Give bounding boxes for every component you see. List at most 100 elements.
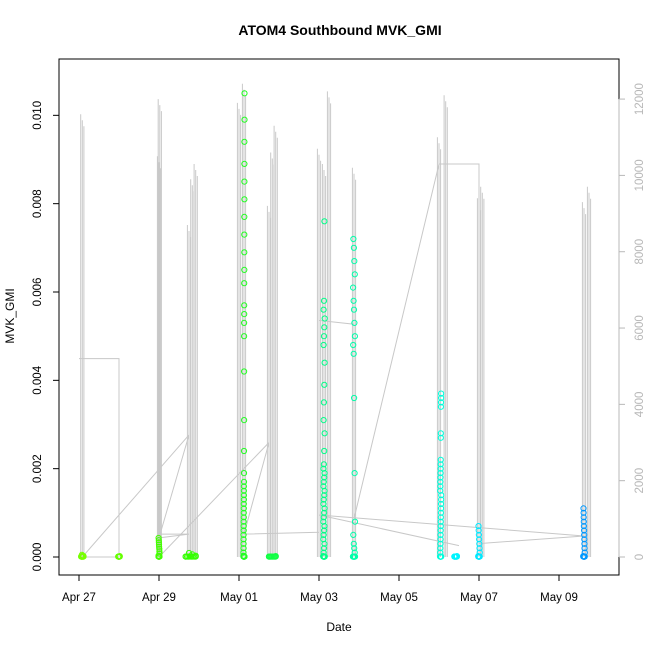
- data-point: [241, 417, 248, 424]
- data-point: [241, 249, 248, 256]
- data-point: [240, 492, 247, 499]
- data-point: [241, 302, 248, 309]
- data-point: [437, 527, 444, 534]
- data-point: [240, 518, 247, 525]
- data-point: [580, 514, 587, 521]
- data-point: [240, 545, 247, 552]
- data-point: [192, 553, 199, 560]
- data-point: [580, 518, 587, 525]
- data-point: [350, 297, 357, 304]
- data-point: [156, 550, 163, 557]
- data-point: [476, 545, 483, 552]
- data-point: [350, 284, 357, 291]
- data-point: [438, 496, 445, 503]
- data-point: [241, 333, 248, 340]
- data-point: [437, 509, 444, 516]
- data-point: [321, 487, 328, 494]
- data-point: [320, 306, 327, 313]
- data-point: [156, 545, 163, 553]
- data-point: [320, 545, 328, 552]
- data-point: [438, 553, 445, 560]
- data-point: [437, 399, 445, 406]
- y-axis-left: 0.000 0.002 0.004 0.006 0.008 0.010: [32, 101, 60, 572]
- data-point: [321, 218, 328, 225]
- data-point: [351, 258, 358, 265]
- data-point: [320, 483, 327, 490]
- data-point: [155, 539, 162, 546]
- data-point: [580, 505, 587, 512]
- data-point: [240, 447, 248, 455]
- data-point: [475, 527, 482, 534]
- data-point: [437, 523, 444, 530]
- data-point: [320, 461, 327, 468]
- data-point: [321, 324, 328, 331]
- x-tick-label: Apr 29: [142, 592, 176, 604]
- data-point: [350, 235, 357, 243]
- data-point: [476, 553, 483, 560]
- data-point: [437, 434, 444, 441]
- data-point: [321, 540, 328, 547]
- data-point: [240, 470, 248, 477]
- data-point: [437, 461, 444, 468]
- data-point: [580, 523, 588, 530]
- y2-tick-label: 8000: [634, 239, 646, 265]
- y-tick-label: 0.000: [32, 543, 44, 572]
- data-point: [581, 549, 588, 556]
- data-point: [241, 311, 248, 318]
- y2-tick-label: 4000: [634, 392, 646, 418]
- series-cluster: [349, 235, 359, 560]
- series-cluster: [155, 534, 163, 560]
- data-point: [156, 553, 163, 560]
- data-point: [116, 553, 123, 560]
- data-point: [437, 518, 444, 525]
- data-point: [475, 523, 482, 530]
- data-point: [438, 492, 445, 499]
- data-point: [240, 509, 247, 516]
- series-cluster: [451, 553, 460, 560]
- data-point: [437, 545, 444, 552]
- series-cluster: [78, 551, 87, 560]
- y2-tick-label: 6000: [634, 315, 646, 341]
- data-point: [320, 496, 327, 503]
- data-point: [240, 478, 248, 485]
- data-point: [476, 549, 483, 556]
- data-point: [320, 399, 327, 406]
- data-point: [240, 536, 247, 543]
- data-point: [320, 500, 327, 508]
- data-point: [240, 487, 247, 494]
- x-tick-label: May 05: [380, 592, 418, 604]
- data-point: [437, 540, 444, 547]
- data-point: [272, 553, 279, 560]
- y-tick-label: 0.008: [32, 189, 44, 218]
- data-point: [475, 531, 482, 539]
- data-point: [320, 531, 327, 539]
- x-tick-label: May 03: [300, 592, 338, 604]
- data-point: [240, 527, 247, 534]
- x-tick-label: May 01: [220, 592, 258, 604]
- data-point: [321, 315, 328, 322]
- data-point: [581, 536, 588, 543]
- data-point: [437, 531, 444, 539]
- trace-layer: [79, 83, 592, 559]
- data-point: [351, 553, 359, 560]
- data-point: [350, 306, 358, 313]
- data-point: [321, 430, 328, 437]
- data-point: [241, 196, 248, 203]
- data-point: [240, 514, 247, 521]
- data-point: [241, 368, 248, 375]
- y2-tick-label: 10000: [634, 159, 646, 191]
- data-point: [437, 549, 444, 556]
- data-point: [320, 341, 327, 349]
- data-point: [241, 280, 248, 287]
- data-point: [351, 394, 358, 402]
- data-point: [320, 417, 327, 424]
- data-point: [240, 496, 247, 503]
- data-point: [320, 514, 327, 521]
- data-point: [350, 540, 357, 547]
- data-point: [241, 231, 248, 238]
- data-point: [241, 553, 248, 560]
- data-point: [240, 549, 247, 556]
- data-point: [437, 474, 444, 481]
- data-point: [351, 545, 358, 552]
- data-point: [581, 553, 588, 560]
